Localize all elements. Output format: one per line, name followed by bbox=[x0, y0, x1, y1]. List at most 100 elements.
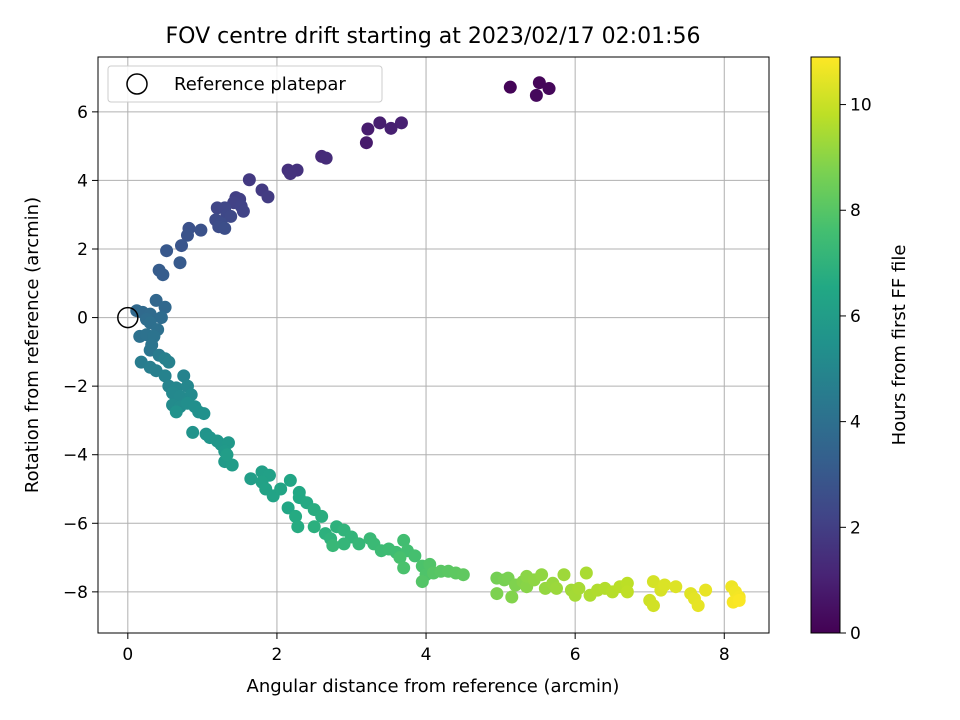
data-point bbox=[699, 583, 713, 597]
x-tick-label: 6 bbox=[570, 645, 581, 665]
data-point bbox=[160, 244, 174, 258]
data-point bbox=[732, 593, 746, 607]
data-point bbox=[149, 293, 163, 307]
data-point bbox=[691, 599, 705, 613]
data-point bbox=[361, 122, 375, 136]
data-point bbox=[218, 221, 232, 235]
legend: Reference platepar bbox=[107, 65, 383, 103]
y-tick-label: 2 bbox=[77, 240, 88, 260]
x-tick-label: 8 bbox=[719, 645, 730, 665]
x-tick-label: 2 bbox=[272, 645, 283, 665]
reference-point bbox=[117, 306, 139, 329]
data-point bbox=[535, 568, 549, 582]
x-axis: 0 2 4 6 8 bbox=[122, 633, 730, 665]
data-point bbox=[173, 256, 187, 270]
data-point bbox=[158, 300, 172, 314]
data-point bbox=[646, 599, 660, 613]
data-points bbox=[130, 76, 746, 613]
x-tick-label: 4 bbox=[421, 645, 432, 665]
data-point bbox=[503, 80, 517, 94]
data-point bbox=[397, 533, 411, 547]
data-point bbox=[393, 551, 407, 565]
data-point bbox=[169, 405, 183, 419]
colorbar-tick-label: 8 bbox=[850, 201, 861, 221]
data-point bbox=[274, 482, 288, 496]
legend-reference-label: Reference platepar bbox=[174, 74, 346, 95]
data-point bbox=[397, 561, 411, 575]
data-point bbox=[291, 520, 305, 534]
data-point bbox=[186, 425, 200, 439]
data-point bbox=[283, 473, 297, 487]
y-axis: −8 −6 −4 −2 0 2 4 6 bbox=[63, 103, 98, 603]
data-point bbox=[542, 82, 556, 96]
x-tick-label: 0 bbox=[122, 645, 133, 665]
data-point bbox=[244, 472, 258, 486]
data-point bbox=[261, 190, 275, 204]
reference-marker bbox=[117, 306, 139, 329]
chart-title: FOV centre drift starting at 2023/02/17 … bbox=[166, 24, 701, 49]
data-point bbox=[408, 549, 422, 563]
y-tick-label: −2 bbox=[63, 377, 88, 397]
data-point bbox=[162, 355, 176, 369]
data-point bbox=[532, 76, 546, 90]
data-point bbox=[326, 539, 340, 553]
plot-frame bbox=[97, 56, 770, 634]
y-tick-label: −8 bbox=[63, 583, 88, 603]
data-point bbox=[359, 136, 373, 150]
colorbar-tick-label: 2 bbox=[850, 518, 861, 538]
y-tick-label: −6 bbox=[63, 514, 88, 534]
legend-box bbox=[107, 65, 383, 103]
colorbar bbox=[810, 56, 841, 634]
data-point bbox=[415, 575, 429, 589]
data-point bbox=[283, 167, 297, 181]
data-point bbox=[194, 223, 208, 237]
data-point bbox=[529, 88, 543, 102]
data-point bbox=[572, 581, 586, 595]
data-point bbox=[175, 239, 189, 253]
legend-reference-marker bbox=[126, 73, 148, 95]
colorbar-axis: 0 2 4 6 8 10 bbox=[840, 96, 872, 644]
grid bbox=[98, 57, 769, 633]
data-point bbox=[490, 587, 504, 601]
y-tick-label: 4 bbox=[77, 171, 88, 191]
data-point bbox=[505, 590, 519, 604]
data-point bbox=[646, 575, 660, 589]
data-point bbox=[669, 580, 683, 594]
data-point bbox=[220, 448, 234, 462]
data-point bbox=[394, 116, 408, 130]
data-point bbox=[242, 173, 256, 187]
data-point bbox=[373, 116, 387, 130]
data-point bbox=[197, 407, 211, 421]
colorbar-tick-label: 10 bbox=[850, 96, 872, 116]
data-point bbox=[158, 369, 172, 383]
colorbar-label: Hours from first FF file bbox=[889, 245, 910, 446]
y-axis-label: Rotation from reference (arcmin) bbox=[22, 197, 43, 493]
data-point bbox=[224, 209, 238, 223]
data-point bbox=[307, 520, 321, 534]
colorbar-tick-label: 6 bbox=[850, 307, 861, 327]
data-point bbox=[620, 585, 634, 599]
data-point bbox=[319, 151, 333, 165]
data-point bbox=[337, 537, 351, 551]
data-point bbox=[352, 537, 366, 551]
y-tick-label: −4 bbox=[63, 446, 88, 466]
data-point bbox=[180, 228, 194, 242]
data-point bbox=[658, 578, 672, 592]
data-point bbox=[550, 581, 564, 595]
x-axis-label: Angular distance from reference (arcmin) bbox=[247, 676, 620, 697]
colorbar-tick-label: 4 bbox=[850, 413, 861, 433]
data-point bbox=[289, 509, 303, 523]
data-point bbox=[156, 268, 170, 282]
colorbar-tick-label: 0 bbox=[850, 624, 861, 644]
data-point bbox=[225, 458, 239, 472]
data-point bbox=[281, 501, 295, 515]
y-tick-label: 6 bbox=[77, 103, 88, 123]
data-point bbox=[579, 566, 593, 580]
data-point bbox=[236, 204, 250, 218]
data-point bbox=[456, 568, 470, 582]
data-point bbox=[557, 568, 571, 582]
data-point bbox=[384, 121, 398, 135]
data-point bbox=[154, 311, 168, 325]
data-point bbox=[177, 369, 191, 383]
